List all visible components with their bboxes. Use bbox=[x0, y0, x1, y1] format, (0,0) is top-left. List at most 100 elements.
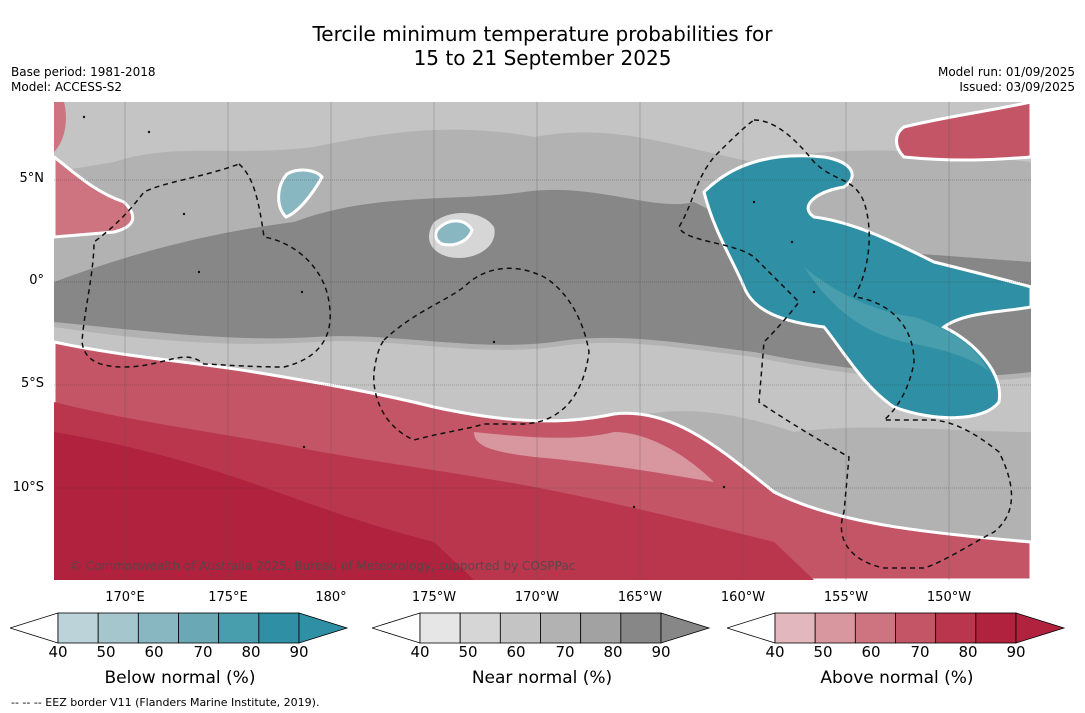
below-normal-east-edge bbox=[804, 267, 989, 372]
colorbar-above-normal-segment-5 bbox=[935, 612, 977, 644]
tick-label: 60 bbox=[861, 643, 881, 661]
colorbar-below-normal-segment-3 bbox=[137, 612, 179, 644]
lon-label-170w: 170°W bbox=[514, 590, 560, 605]
colorbar-near-normal bbox=[372, 612, 711, 644]
lon-label-155w: 155°W bbox=[823, 590, 869, 605]
tick-label: 60 bbox=[506, 643, 526, 661]
near-normal-80-core bbox=[54, 189, 1031, 376]
tick-label: 80 bbox=[241, 643, 261, 661]
islands bbox=[82, 115, 816, 509]
tick-label: 40 bbox=[410, 643, 430, 661]
colorbar-above-normal-segment-3 bbox=[854, 612, 896, 644]
island bbox=[632, 505, 636, 509]
copyright-notice: © Commonwealth of Australia 2025, Bureau… bbox=[70, 559, 576, 573]
colorbar-near-normal-segment-4 bbox=[540, 612, 582, 644]
tick-label: 40 bbox=[48, 643, 68, 661]
lon-label-150w: 150°W bbox=[926, 590, 972, 605]
tick-label: 70 bbox=[910, 643, 930, 661]
base-period: Base period: 1981-2018 bbox=[11, 65, 156, 79]
near-normal-60-mid bbox=[54, 327, 1031, 432]
below-normal-patch-1 bbox=[277, 168, 324, 219]
lon-label-175e: 175°E bbox=[208, 590, 248, 605]
meta-left: Base period: 1981-2018 Model: ACCESS-S2 bbox=[11, 65, 156, 95]
meta-right: Model run: 01/09/2025 Issued: 03/09/2025 bbox=[938, 65, 1075, 95]
lon-label-160w: 160°W bbox=[720, 590, 766, 605]
above-normal-south-light bbox=[474, 432, 714, 482]
colorbar-near-normal-segment-2 bbox=[459, 612, 501, 644]
tick-label: 50 bbox=[458, 643, 478, 661]
tick-label: 90 bbox=[651, 643, 671, 661]
island bbox=[790, 240, 794, 244]
tick-label: 70 bbox=[555, 643, 575, 661]
lat-label-0: 0° bbox=[29, 273, 44, 288]
eez-border-legend: -- -- -- EEZ border V11 (Flanders Marine… bbox=[11, 696, 320, 709]
map-title: Tercile minimum temperature probabilitie… bbox=[0, 22, 1085, 70]
above-normal-northwest-left bbox=[54, 102, 66, 152]
island bbox=[492, 340, 496, 344]
eez-phoenix bbox=[373, 267, 590, 441]
colorbar-above-normal-segment-6 bbox=[975, 612, 1017, 644]
island bbox=[722, 485, 726, 489]
colorbar-above-normal-title: Above normal (%) bbox=[820, 668, 974, 688]
colorbar-near-normal-low-arrow bbox=[372, 612, 421, 644]
tick-label: 40 bbox=[765, 643, 785, 661]
island bbox=[197, 270, 201, 274]
colorbar-near-normal-segment-5 bbox=[580, 612, 622, 644]
eez-borders bbox=[81, 119, 1013, 569]
colorbar-below-normal-segment-1 bbox=[57, 612, 99, 644]
colorbar-below-normal-title: Below normal (%) bbox=[104, 668, 256, 688]
island bbox=[147, 130, 151, 134]
colorbar-below-normal-segment-2 bbox=[97, 612, 139, 644]
tick-label: 60 bbox=[144, 643, 164, 661]
lat-label-5n: 5°N bbox=[19, 171, 45, 186]
below-normal-patch-2 bbox=[434, 219, 474, 247]
colorbar-below-normal-segment-4 bbox=[178, 612, 220, 644]
tick-label: 90 bbox=[289, 643, 309, 661]
island bbox=[82, 115, 86, 119]
near-normal-40-north bbox=[54, 102, 1031, 172]
lon-label-175w: 175°W bbox=[411, 590, 457, 605]
tick-label: 80 bbox=[603, 643, 623, 661]
colorbar-above-normal-segment-2 bbox=[814, 612, 856, 644]
colorbar-near-normal-title: Near normal (%) bbox=[471, 668, 613, 688]
model-run: Model run: 01/09/2025 bbox=[937, 65, 1075, 79]
tick-label: 80 bbox=[958, 643, 978, 661]
eez-line-islands bbox=[678, 119, 1013, 569]
lat-label-10s: 10°S bbox=[12, 480, 44, 495]
colorbar-above-normal-segment-1 bbox=[774, 612, 816, 644]
title-line-2: 15 to 21 September 2025 bbox=[413, 46, 672, 70]
meridians bbox=[124, 102, 950, 580]
colorbar-above-normal-low-arrow bbox=[727, 612, 776, 644]
colorbar-near-normal-segment-3 bbox=[499, 612, 541, 644]
lon-label-165w: 165°W bbox=[617, 590, 663, 605]
lon-label-180: 180° bbox=[315, 590, 347, 605]
above-normal-south-darkest bbox=[54, 432, 474, 580]
above-normal-northwest bbox=[54, 155, 135, 239]
colorbar-near-normal-segment-1 bbox=[419, 612, 461, 644]
tick-label: 90 bbox=[1006, 643, 1026, 661]
colorbar-near-normal-segment-6 bbox=[620, 612, 662, 644]
probability-map bbox=[54, 102, 1031, 580]
island bbox=[302, 445, 306, 449]
model-name: Model: ACCESS-S2 bbox=[11, 80, 123, 94]
tick-label: 70 bbox=[193, 643, 213, 661]
colorbar-below-normal-segment-5 bbox=[218, 612, 260, 644]
island bbox=[182, 212, 186, 216]
above-normal-northeast bbox=[895, 102, 1031, 162]
eez-kiribati-gilbert bbox=[81, 163, 331, 368]
tick-label: 50 bbox=[96, 643, 116, 661]
colorbar-below-normal-high-arrow bbox=[298, 612, 349, 644]
gridlines bbox=[54, 179, 1031, 489]
colorbar-above-normal bbox=[727, 612, 1066, 644]
lat-label-5s: 5°S bbox=[20, 376, 44, 391]
title-line-1: Tercile minimum temperature probabilitie… bbox=[312, 22, 773, 46]
colorbar-above-normal-segment-4 bbox=[895, 612, 937, 644]
colorbar-below-normal bbox=[10, 612, 349, 644]
lon-label-170e: 170°E bbox=[105, 590, 145, 605]
colorbar-near-normal-high-arrow bbox=[660, 612, 711, 644]
tick-label: 50 bbox=[813, 643, 833, 661]
island bbox=[752, 200, 756, 204]
colorbar-below-normal-segment-6 bbox=[258, 612, 300, 644]
island bbox=[300, 290, 304, 294]
issued-date: Issued: 03/09/2025 bbox=[959, 80, 1075, 94]
